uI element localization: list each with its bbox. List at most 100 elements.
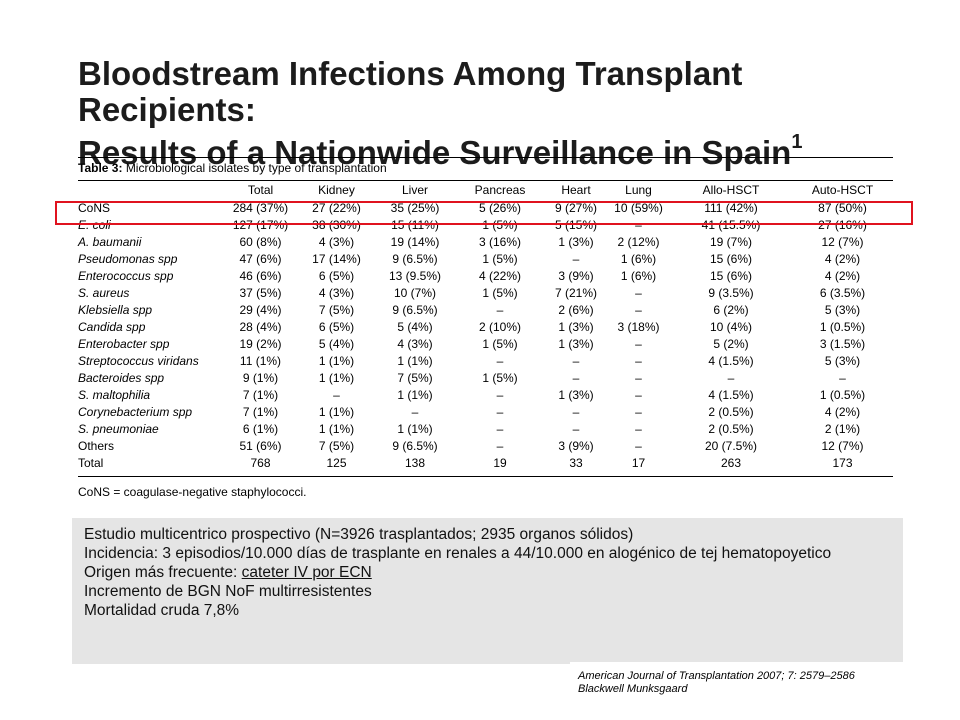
title-line-2: Results of a Nationwide Surveillance in … [78,134,792,171]
table-cell: 13 (9.5%) [388,269,442,283]
table-cell: 51 (6%) [239,439,282,453]
table-cell: 2 (12%) [617,235,660,249]
table-cell: 10 (4%) [709,320,753,334]
table-cell: – [635,405,642,419]
table-cell: – [635,303,642,317]
table-cell: 1 (3%) [558,337,594,351]
cons-row-highlight [55,201,913,225]
citation-publisher: Blackwell Munksgaard [578,683,688,695]
table-cell: 7 (1%) [242,405,279,419]
table-cell: – [572,252,580,266]
table-cell: 5 (3%) [824,354,861,368]
table-cell: 28 (4%) [239,320,282,334]
table-cell: 15 (6%) [709,252,753,266]
table-cell: 9 (6.5%) [392,252,438,266]
table-cell: 4 (3%) [397,337,433,351]
table-cell: 4 (2%) [824,269,861,283]
table-cell: 6 (1%) [242,422,279,436]
table-cell: 4 (1.5%) [708,354,754,368]
summary-panel: Estudio multicentrico prospectivo (N=392… [72,518,903,664]
header-cell: Allo-HSCT [702,183,760,197]
table-cell: 2 (6%) [558,303,594,317]
table-row: Pseudomonas spp 47 (6%) 17 (14%) 9 (6.5%) 1 … [78,251,893,268]
table-cell: – [572,354,580,368]
table-cell: 4 (3%) [318,286,355,300]
table-cell: – [496,303,504,317]
table-row: Others 51 (6%) 7 (5%) 9 (6.5%) – 3 (9%) – 20 (7… [78,438,893,455]
table-cell: 9 (6.5%) [392,439,438,453]
table-cell: 1 (3%) [558,320,594,334]
header-cell: Kidney [318,183,355,197]
table-label: Table 3: [78,161,123,175]
organism-name: Total [78,456,104,470]
table-cell: 5 (4%) [318,337,355,351]
table-row: Bacteroides spp 9 (1%) 1 (1%) 7 (5%) 1 (5%) –… [78,370,893,387]
table-cell: – [496,405,504,419]
table-cell: – [635,439,642,453]
summary-study: Estudio multicentrico prospectivo (N=392… [84,526,634,543]
table-cell: – [333,388,340,402]
table-cell: 1 (5%) [482,252,518,266]
table-cell: 15 (11%) [391,218,439,232]
table-cell: 7 (21%) [554,286,598,300]
table-cell: 5 (3%) [824,303,861,317]
organism-name: Others [78,439,115,453]
table-cell: 12 (7%) [821,235,864,249]
table-cell: – [572,371,580,385]
table-cell: 138 [404,456,426,470]
table-cell: – [635,337,642,351]
table-header-row: Total Kidney Liver Pancreas Heart Lung A… [78,181,893,200]
table-cell: 7 (5%) [397,371,433,385]
table-cell: – [496,354,504,368]
table-cell: 4 (3%) [318,235,355,249]
table-cell: 27 (16%) [818,218,867,232]
table-cell: 7 (1%) [242,388,279,402]
table-cell: 4 (22%) [478,269,522,283]
organism-name: Candida spp [78,320,146,334]
table-cell: – [635,286,642,300]
table-cell: 6 (5%) [318,320,355,334]
table-cell: 125 [326,456,347,470]
table-cell: – [727,371,735,385]
table-cell: 4 (1.5%) [708,388,754,402]
table-cell: 9 (27%) [554,201,598,215]
table-cell: 10 (7%) [393,286,437,300]
citation: American Journal of Transplantation 2007… [578,670,855,696]
organism-name: Enterococcus spp [78,269,174,283]
table-cell: 5 (4%) [397,320,433,334]
table-cell: 2 (0.5%) [708,422,754,436]
table-footnote: CoNS = coagulase-negative staphylococci. [78,485,307,499]
organism-name: S. aureus [78,286,130,300]
table-cell: 263 [720,456,742,470]
table-row: S. maltophilia 7 (1%) – 1 (1%) – 1 (3%) – 4 (1.… [78,387,893,404]
table-cell: 60 (8%) [239,235,282,249]
table-caption: Table 3: Microbiological isolates by typ… [78,161,387,175]
table-cell: 2 (0.5%) [708,405,754,419]
organism-name: E. coli [78,218,111,232]
organism-name: Pseudomonas spp [78,252,178,266]
table-cell: – [411,405,419,419]
organism-name: Enterobacter spp [78,337,170,351]
organism-name: Bacteroides spp [78,371,165,385]
table-cell: 7 (5%) [318,439,355,453]
table-cell: – [635,371,642,385]
organism-name: A. baumanii [78,235,142,249]
table-row: Corynebacterium spp 7 (1%) 1 (1%) – – – – 2 (0.… [78,404,893,421]
header-cell: Heart [561,183,591,197]
table-cell: – [635,354,642,368]
table-caption-text: Microbiological isolates by type of tran… [125,161,387,175]
table-cell: 47 (6%) [239,252,282,266]
table-cell: 19 (2%) [239,337,282,351]
table-row: S. aureus 37 (5%) 4 (3%) 10 (7%) 1 (5%) 7 (21… [78,285,893,302]
table-cell: 1 (1%) [318,405,355,419]
citation-journal: American Journal of Transplantation 2007… [578,670,855,682]
table-row: S. pneumoniae 6 (1%) 1 (1%) 1 (1%) – – – 2 (0.5… [78,421,893,438]
table-cell: 46 (6%) [239,269,282,283]
header-cell [78,181,223,200]
table-cell: – [635,218,642,232]
organism-name: S. maltophilia [78,388,151,402]
table-cell: 29 (4%) [239,303,282,317]
table-cell: 87 (50%) [818,201,867,215]
table-cell: 1 (5%) [482,218,518,232]
table-cell: 1 (5%) [482,286,518,300]
